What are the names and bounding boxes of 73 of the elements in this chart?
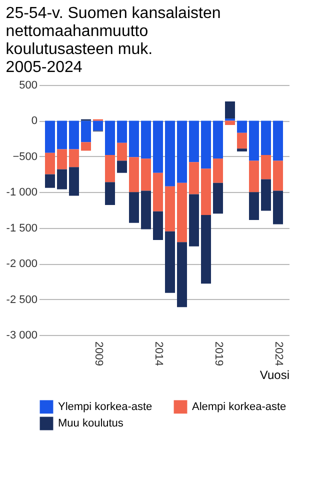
y-tick-label: 500 — [19, 80, 38, 92]
bar — [81, 142, 91, 151]
x-axis-title: Vuosi — [260, 368, 290, 382]
bar — [105, 120, 115, 155]
bar — [249, 192, 259, 220]
bar — [225, 101, 235, 119]
bar — [201, 215, 211, 284]
bar — [273, 160, 283, 191]
bar — [93, 120, 103, 131]
bar — [153, 172, 163, 212]
bar — [273, 190, 283, 224]
bar — [249, 160, 259, 192]
bar — [261, 120, 271, 155]
y-tick-label: -2 500 — [6, 294, 38, 306]
y-tick-label: -1 000 — [6, 186, 38, 199]
bar — [81, 120, 91, 142]
bar — [177, 120, 187, 183]
bar — [165, 186, 175, 232]
chart-title: 25-54-v. Suomen kansalaisten nettomaahanmuutto koulutusasteen muk. 2005-2024 — [6, 5, 221, 76]
bar — [213, 182, 223, 214]
bar — [129, 157, 139, 192]
bar — [45, 120, 55, 153]
bar — [189, 120, 199, 162]
bar — [129, 192, 139, 223]
bar — [105, 155, 115, 182]
bar — [153, 120, 163, 173]
bar — [201, 120, 211, 169]
bar — [201, 168, 211, 215]
bar — [225, 120, 235, 125]
bar — [189, 194, 199, 246]
y-tick-label: -2 000 — [6, 258, 38, 270]
bar — [141, 120, 151, 159]
bar — [237, 148, 247, 152]
bar — [213, 158, 223, 183]
x-tick-label: 2014 — [152, 342, 164, 366]
bar — [141, 190, 151, 230]
bar — [153, 211, 163, 240]
y-tick-label: 0 — [31, 115, 38, 128]
bar — [117, 142, 127, 161]
bar — [57, 149, 67, 170]
bar — [273, 120, 283, 161]
y-tick-label: -1 500 — [6, 222, 38, 234]
bar — [237, 120, 247, 133]
bar — [141, 158, 151, 191]
bar — [45, 174, 55, 188]
bar — [261, 155, 271, 180]
legend-label: Ylempi korkea-aste — [58, 400, 152, 413]
bar — [177, 182, 187, 242]
bar — [213, 120, 223, 159]
bar — [165, 231, 175, 293]
bar — [105, 182, 115, 205]
x-tick-label: 2024 — [272, 342, 284, 366]
bar — [237, 132, 247, 149]
bar — [117, 120, 127, 143]
bar — [165, 120, 175, 186]
bar — [57, 169, 67, 190]
bar — [177, 242, 187, 308]
bar — [129, 120, 139, 158]
bar — [69, 149, 79, 168]
bar — [69, 120, 79, 150]
bar — [189, 162, 199, 194]
x-tick-label: 2019 — [212, 342, 224, 366]
bar — [57, 120, 67, 150]
x-tick-label: 2009 — [92, 342, 104, 366]
bar — [261, 179, 271, 211]
y-tick-label: −500 — [12, 150, 38, 163]
bar — [45, 152, 55, 174]
legend-label: Alempi korkea-aste — [192, 400, 286, 413]
y-tick-label: -3 000 — [6, 330, 38, 342]
bar — [69, 167, 79, 196]
bar — [249, 120, 259, 161]
bar — [117, 160, 127, 173]
legend-label: Muu koulutus — [58, 418, 124, 430]
